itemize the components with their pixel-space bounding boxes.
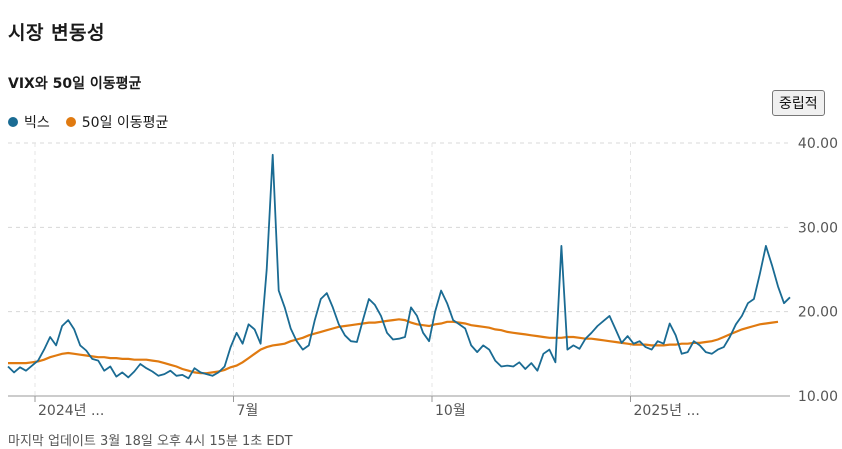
legend-label-ma: 50일 이동평균 <box>81 115 169 131</box>
ma50-series-line <box>8 318 779 375</box>
legend-label-vix: 빅스 <box>24 115 50 131</box>
vix-dot-icon <box>8 117 18 127</box>
x-tick-label: 2024년 ... <box>38 403 104 419</box>
y-tick-label: 30.00 <box>798 220 838 236</box>
chart-subtitle: VIX와 50일 이동평균 <box>8 76 142 92</box>
page-title: 시장 변동성 <box>8 22 106 44</box>
legend-item-vix: 빅스 <box>8 112 50 132</box>
chart-legend: 빅스 50일 이동평균 <box>8 112 184 132</box>
ma-dot-icon <box>65 117 76 127</box>
legend-item-ma: 50일 이동평균 <box>65 112 169 132</box>
y-tick-label: 10.00 <box>798 389 838 405</box>
x-tick-label: 10월 <box>435 403 466 419</box>
sentiment-button[interactable]: 중립적 <box>772 90 825 116</box>
x-tick-label: 7월 <box>237 403 259 419</box>
y-tick-label: 40.00 <box>798 136 838 152</box>
last-updated: 마지막 업데이트 3월 18일 오후 4시 15분 1초 EDT <box>8 434 293 449</box>
x-tick-label: 2025년 ... <box>634 403 700 419</box>
vix-series-line <box>7 153 791 380</box>
y-tick-label: 20.00 <box>798 305 838 321</box>
